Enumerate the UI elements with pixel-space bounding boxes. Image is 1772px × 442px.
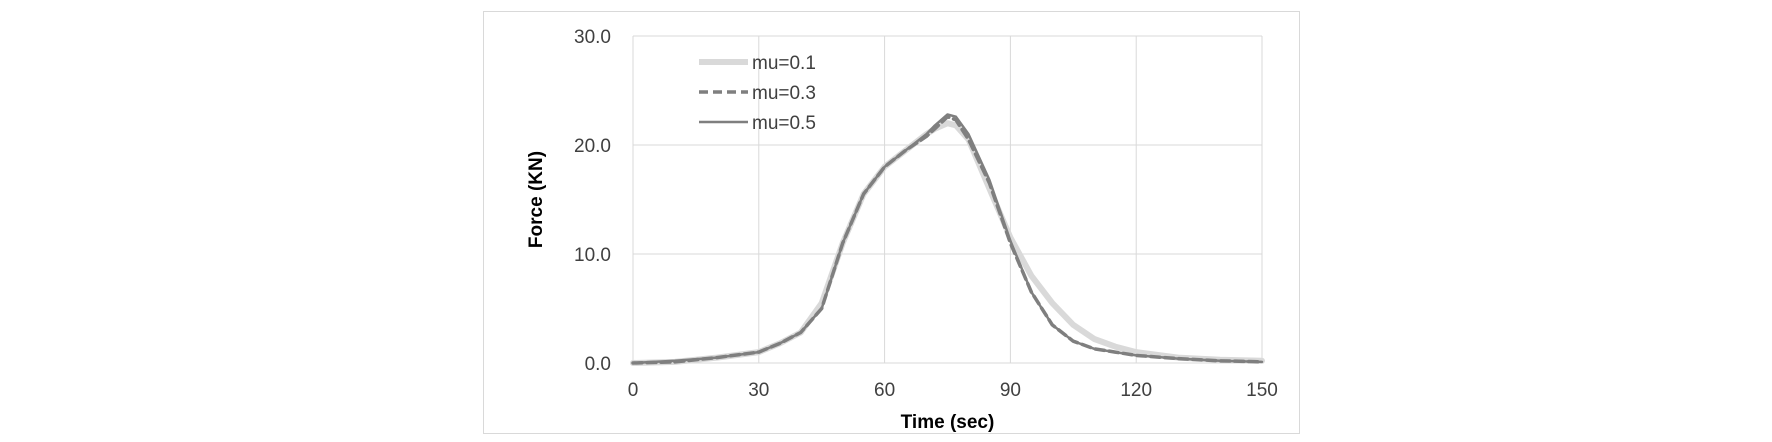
x-tick-labels: 0 30 60 90 120 150 xyxy=(628,380,1278,401)
x-tick-label: 0 xyxy=(628,380,639,401)
y-tick-label: 30.0 xyxy=(574,27,611,48)
x-tick-label: 120 xyxy=(1120,380,1152,401)
y-tick-labels: 0.0 10.0 20.0 30.0 xyxy=(574,27,611,375)
legend-label-2: mu=0.3 xyxy=(752,83,816,104)
y-tick-label: 10.0 xyxy=(574,245,611,266)
x-axis-title: Time (sec) xyxy=(901,412,995,433)
legend: mu=0.1 mu=0.3 mu=0.5 xyxy=(699,53,816,134)
y-tick-label: 20.0 xyxy=(574,136,611,157)
y-axis-title: Force (KN) xyxy=(526,151,547,248)
series-line-2 xyxy=(631,114,1264,365)
x-tick-label: 150 xyxy=(1246,380,1278,401)
series-line-3 xyxy=(631,113,1264,365)
x-tick-label: 90 xyxy=(1000,380,1021,401)
legend-label-3: mu=0.5 xyxy=(752,113,816,134)
legend-label-1: mu=0.1 xyxy=(752,53,816,74)
gridlines xyxy=(632,35,1263,364)
x-tick-label: 30 xyxy=(748,380,769,401)
x-tick-label: 60 xyxy=(874,380,895,401)
series-line-1 xyxy=(630,120,1265,366)
y-tick-label: 0.0 xyxy=(585,354,611,375)
series-lines xyxy=(630,113,1265,366)
